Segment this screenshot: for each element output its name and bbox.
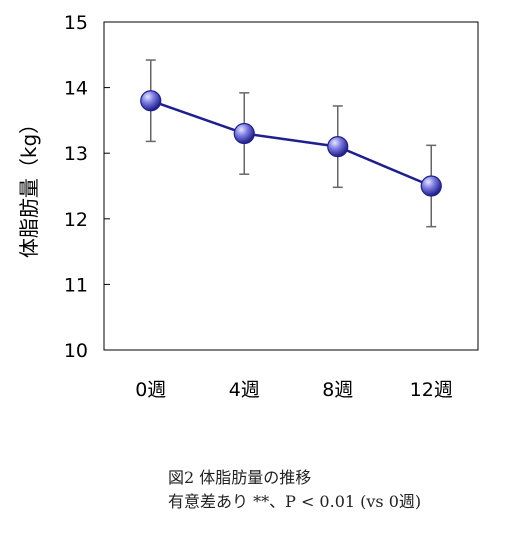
data-point [233, 122, 255, 145]
series-markers [140, 90, 442, 197]
series-line [150, 99, 432, 188]
y-axis-label: 体脂肪量（kg） [17, 114, 41, 258]
y-tick-label: 12 [64, 209, 88, 231]
x-axis-ticks: 0週 4週 8週 12週 [135, 379, 453, 401]
data-point [420, 175, 442, 197]
data-point [140, 90, 162, 112]
y-tick-label: 11 [64, 274, 88, 296]
plot-area [103, 21, 479, 351]
figure-caption-title: 図2 体脂肪量の推移 [168, 468, 312, 487]
y-tick-label: 13 [64, 143, 88, 165]
data-point [327, 136, 349, 158]
figure-caption-note: 有意差あり **、P < 0.01 (vs 0週) [168, 492, 422, 511]
y-axis-ticks: 10 11 12 13 14 15 [64, 12, 110, 362]
series-lines [150, 99, 432, 188]
y-tick-label: 14 [64, 78, 88, 100]
x-tick-label: 12週 [410, 379, 453, 401]
x-tick-label: 4週 [229, 379, 260, 401]
y-tick-label: 15 [64, 12, 88, 34]
error-bars [145, 59, 437, 228]
x-tick-label: 8週 [322, 379, 353, 401]
y-tick-label: 10 [64, 340, 88, 362]
line-chart: 10 11 12 13 14 15 0週 4週 8週 12週 体脂肪量（kg） [17, 12, 479, 401]
x-tick-label: 0週 [135, 379, 166, 401]
